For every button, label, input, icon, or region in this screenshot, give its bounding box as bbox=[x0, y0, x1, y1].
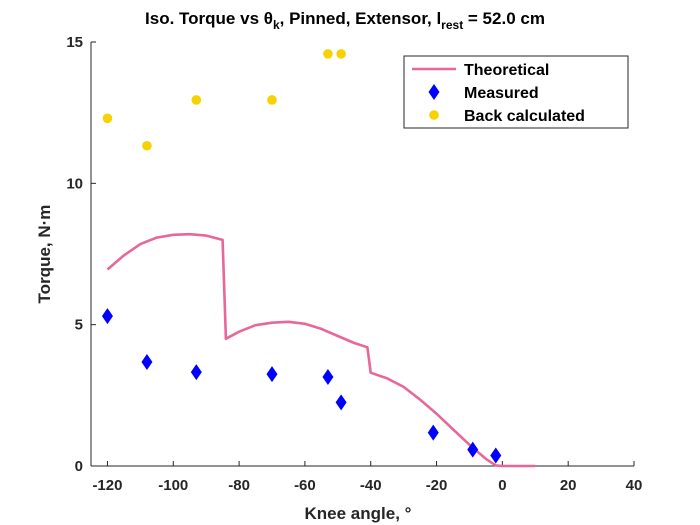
y-tick-label: 15 bbox=[66, 34, 83, 51]
y-tick-label: 5 bbox=[75, 317, 83, 334]
measured-point bbox=[266, 366, 278, 383]
measured-point bbox=[322, 368, 334, 385]
measured-point bbox=[190, 364, 202, 381]
legend-swatch-back-calculated bbox=[429, 110, 439, 120]
x-tick-label: -100 bbox=[158, 477, 188, 494]
x-tick-label: -120 bbox=[92, 477, 122, 494]
back-calculated-point bbox=[267, 95, 277, 105]
x-tick-label: 40 bbox=[626, 477, 643, 494]
y-axis-label: Torque, N·m bbox=[35, 205, 54, 304]
y-tick-label: 0 bbox=[75, 458, 83, 475]
legend-swatch-measured bbox=[428, 84, 440, 100]
chart-title: Iso. Torque vs θk, Pinned, Extensor, lre… bbox=[145, 9, 545, 32]
measured-point bbox=[141, 353, 153, 370]
x-tick-label: -40 bbox=[360, 477, 382, 494]
x-tick-label: -60 bbox=[294, 477, 316, 494]
measured-point bbox=[427, 424, 439, 441]
x-axis-label: Knee angle, ° bbox=[305, 504, 412, 523]
x-tick-label: -80 bbox=[228, 477, 250, 494]
measured-point bbox=[101, 308, 113, 325]
x-tick-label: 20 bbox=[560, 477, 577, 494]
measured-point bbox=[467, 441, 479, 458]
plot-series bbox=[101, 49, 536, 468]
x-tick-label: -20 bbox=[426, 477, 448, 494]
legend-label: Theoretical bbox=[464, 62, 549, 79]
measured-point bbox=[490, 447, 502, 464]
back-calculated-point bbox=[102, 113, 113, 124]
back-calculated-point bbox=[191, 95, 202, 105]
legend-label: Measured bbox=[464, 85, 539, 102]
y-tick-label: 10 bbox=[66, 175, 83, 192]
x-tick-label: 0 bbox=[498, 477, 506, 494]
legend: Theoretical Measured Back calculated bbox=[403, 55, 629, 129]
back-calculated-point bbox=[323, 49, 333, 59]
back-calculated-point bbox=[142, 140, 152, 151]
measured-point bbox=[335, 394, 347, 411]
legend-label: Back calculated bbox=[464, 108, 585, 125]
plot-axes: -120 -100 -80 -60 -40 -20 0 20 40 0 5 10 15 bbox=[66, 34, 642, 494]
back-calculated-point bbox=[336, 49, 346, 59]
